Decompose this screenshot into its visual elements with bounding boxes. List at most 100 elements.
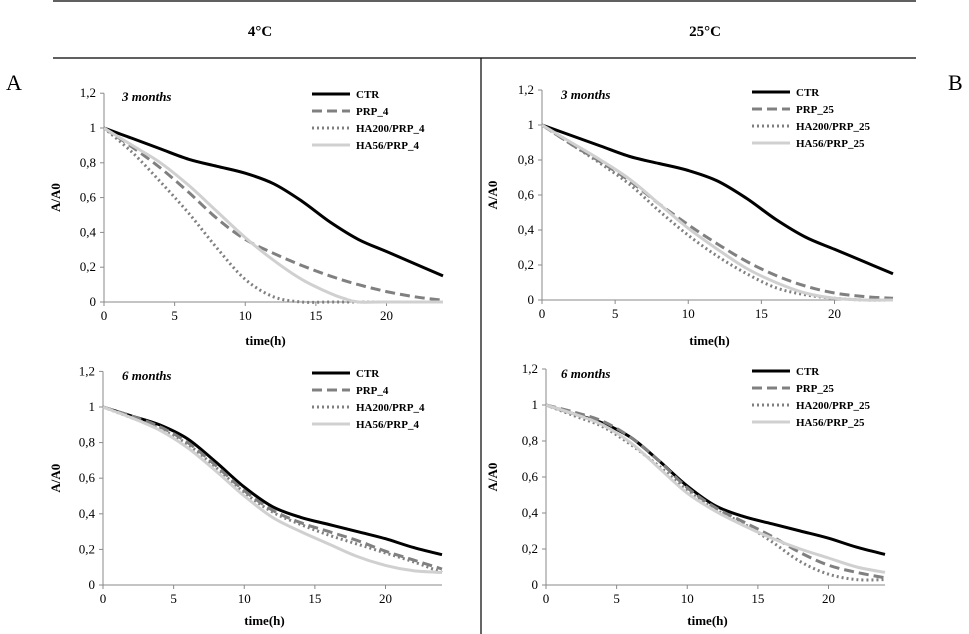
chart-title: 3 months — [560, 87, 611, 102]
x-tick-label: 0 — [543, 591, 550, 606]
series-line-ha200 — [103, 126, 443, 304]
y-tick-label: 0,6 — [518, 187, 535, 202]
series-line-prp — [102, 405, 443, 571]
x-axis-label: time(h) — [245, 333, 285, 348]
chart-b-3-months: 0 0,2 0,4 0,6 0,8 1 1,2 0 5 10 15 20 A/A0 time(h) 3 mo… — [485, 82, 894, 348]
series-line-prp — [545, 403, 886, 580]
series-line-prp — [541, 123, 894, 300]
legend-label: PRP_25 — [796, 383, 834, 395]
y-axis-label: A/A0 — [485, 463, 500, 492]
x-tick-label: 10 — [239, 308, 252, 323]
chart-title: 6 months — [122, 368, 172, 383]
x-tick-label: 5 — [171, 308, 178, 323]
x-tick-label: 15 — [308, 591, 321, 606]
y-tick-label: 0,4 — [80, 224, 97, 239]
y-tick-label: 0,6 — [79, 470, 96, 485]
x-tick-label: 15 — [751, 591, 764, 606]
y-tick-label: 0,2 — [522, 541, 538, 556]
y-tick-label: 0 — [532, 577, 539, 592]
y-tick-label: 0,8 — [522, 433, 538, 448]
legend-label: HA200/PRP_25 — [796, 400, 870, 412]
header-left-label: 4°C — [248, 24, 272, 40]
series-line-ha200 — [541, 123, 894, 302]
y-tick-label: 0,4 — [522, 505, 539, 520]
y-tick-label: 0 — [528, 292, 535, 307]
legend-label: HA56/PRP_4 — [356, 419, 419, 431]
panel-letter-a: A — [6, 70, 22, 95]
series-line-ctr — [545, 403, 886, 556]
series-line-ha200 — [102, 405, 443, 574]
chart-title: 3 months — [121, 89, 172, 104]
y-tick-label: 0 — [89, 577, 96, 592]
series-line-ctr — [103, 126, 444, 278]
x-tick-label: 15 — [309, 308, 322, 323]
chart-a-6-months: 0 0,2 0,4 0,6 0,8 1 1,2 0 5 10 15 20 A/A0 time(h) 6 mo… — [48, 363, 443, 628]
legend-label: PRP_4 — [356, 106, 389, 118]
x-axis-label: time(h) — [244, 613, 284, 628]
series-line-ha56 — [103, 126, 443, 304]
y-axis-label: A/A0 — [485, 181, 500, 210]
series-line-ha200 — [545, 403, 886, 582]
x-tick-label: 5 — [613, 591, 620, 606]
chart-b-6-months: 0 0,2 0,4 0,6 0,8 1 1,2 0 5 10 15 20 A/A0 time(h) 6 mo… — [485, 361, 886, 628]
x-tick-label: 5 — [170, 591, 177, 606]
x-tick-label: 5 — [612, 306, 619, 321]
chart-title: 6 months — [561, 366, 611, 381]
y-tick-label: 0,2 — [518, 257, 534, 272]
y-tick-label: 1,2 — [79, 363, 95, 378]
y-tick-label: 0,2 — [79, 541, 95, 556]
y-tick-label: 0,8 — [80, 155, 96, 170]
y-tick-label: 1,2 — [518, 82, 534, 97]
y-tick-label: 0 — [90, 294, 97, 309]
x-tick-label: 0 — [101, 308, 108, 323]
x-axis-label: time(h) — [689, 333, 729, 348]
chart-a-3-months: 0 0,2 0,4 0,6 0,8 1 1,2 0 5 10 15 20 A/A0 time(h) 3 mo… — [48, 85, 444, 348]
series-line-ha56 — [541, 123, 894, 302]
series-line-ha56 — [545, 403, 886, 574]
legend-label: CTR — [356, 368, 380, 380]
x-tick-label: 0 — [539, 306, 546, 321]
legend-label: PRP_25 — [796, 104, 834, 116]
y-tick-label: 1 — [89, 399, 96, 414]
header-right-label: 25°C — [689, 24, 721, 40]
legend-label: CTR — [796, 366, 820, 378]
series-line-ctr — [102, 405, 443, 557]
x-tick-label: 0 — [100, 591, 107, 606]
y-tick-label: 0,6 — [80, 190, 97, 205]
x-tick-label: 20 — [379, 591, 392, 606]
legend-label: HA56/PRP_25 — [796, 138, 865, 150]
x-axis-label: time(h) — [687, 613, 727, 628]
legend-label: HA200/PRP_25 — [796, 121, 870, 133]
y-tick-label: 0,2 — [80, 259, 96, 274]
x-tick-label: 10 — [682, 306, 695, 321]
y-tick-label: 1 — [90, 120, 97, 135]
y-tick-label: 1 — [532, 397, 539, 412]
y-tick-label: 1,2 — [80, 85, 96, 100]
series-line-prp — [103, 126, 444, 302]
y-tick-label: 0,8 — [79, 435, 95, 450]
series-line-ha56 — [102, 405, 443, 574]
legend-label: HA200/PRP_4 — [356, 402, 425, 414]
legend-label: CTR — [356, 89, 380, 101]
y-tick-label: 0,4 — [518, 222, 535, 237]
legend-label: HA56/PRP_25 — [796, 417, 865, 429]
series-line-ctr — [541, 123, 894, 276]
y-tick-label: 0,6 — [522, 469, 539, 484]
y-tick-label: 0,8 — [518, 152, 534, 167]
y-axis-label: A/A0 — [48, 464, 63, 493]
x-tick-label: 15 — [755, 306, 768, 321]
x-tick-label: 10 — [238, 591, 251, 606]
legend-label: HA56/PRP_4 — [356, 140, 419, 152]
y-axis-label: A/A0 — [48, 183, 63, 212]
y-tick-label: 1,2 — [522, 361, 538, 376]
legend-label: PRP_4 — [356, 385, 389, 397]
x-tick-label: 10 — [681, 591, 694, 606]
legend-label: CTR — [796, 87, 820, 99]
y-tick-label: 1 — [528, 117, 535, 132]
x-tick-label: 20 — [380, 308, 393, 323]
legend-label: HA200/PRP_4 — [356, 123, 425, 135]
x-tick-label: 20 — [828, 306, 841, 321]
x-tick-label: 20 — [822, 591, 835, 606]
panel-letter-b: B — [948, 70, 963, 95]
